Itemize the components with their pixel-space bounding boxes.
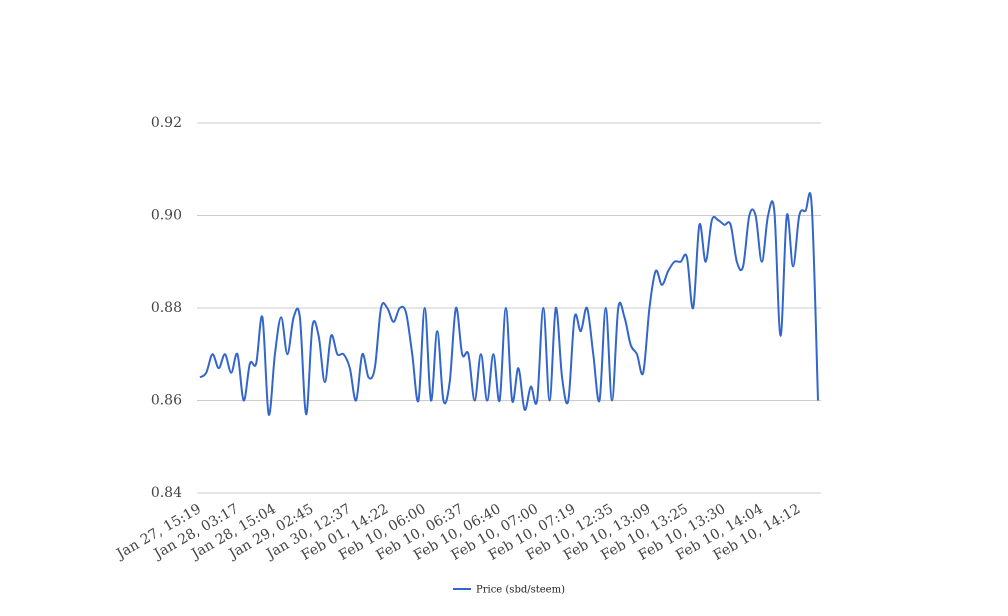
y-tick-label: 0.92 xyxy=(151,115,182,131)
legend-label: Price (sbd/steem) xyxy=(476,585,565,596)
y-tick-label: 0.84 xyxy=(151,485,182,501)
y-tick-label: 0.90 xyxy=(151,208,182,224)
price-line xyxy=(199,192,819,416)
y-tick-label: 0.86 xyxy=(151,393,182,409)
y-tick-label: 0.88 xyxy=(151,300,182,316)
